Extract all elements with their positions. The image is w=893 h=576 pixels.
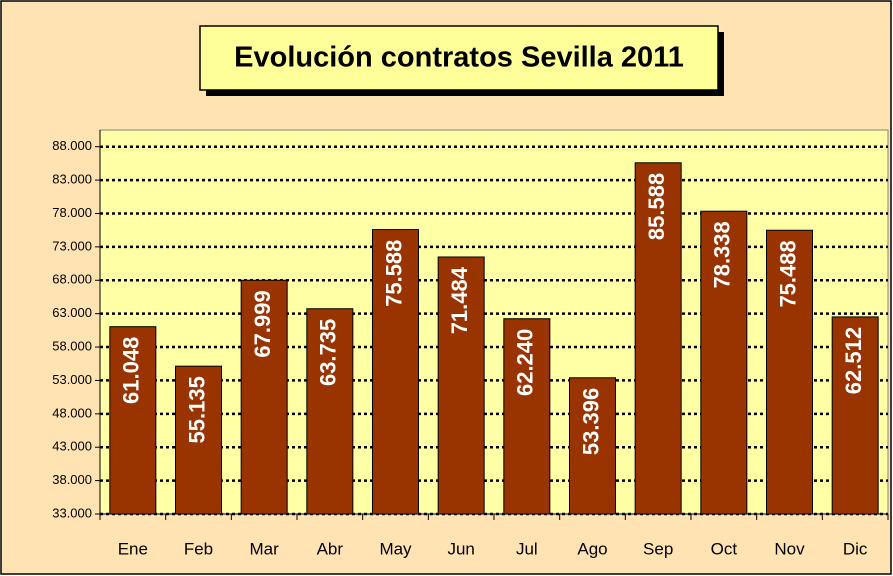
value-label: 78.338 xyxy=(710,221,735,288)
x-tick-label: Abr xyxy=(317,539,344,558)
value-label: 85.588 xyxy=(644,173,669,240)
value-label: 75.588 xyxy=(381,240,406,307)
chart-title: Evolución contratos Sevilla 2011 xyxy=(234,42,684,74)
x-tick-label: Mar xyxy=(250,539,280,558)
x-tick-label: May xyxy=(379,539,412,558)
y-tick-label: 43.000 xyxy=(52,439,92,454)
bar xyxy=(306,308,354,515)
x-tick-label: Nov xyxy=(774,539,805,558)
value-label: 55.135 xyxy=(184,376,209,443)
value-label: 63.735 xyxy=(316,319,341,386)
value-label: 61.048 xyxy=(119,337,144,404)
y-tick-label: 53.000 xyxy=(52,372,92,387)
x-tick-label: Sep xyxy=(643,539,673,558)
y-tick-label: 88.000 xyxy=(52,138,92,153)
bar xyxy=(831,316,879,515)
bar xyxy=(503,318,551,515)
x-tick-label: Jul xyxy=(516,539,538,558)
value-label: 62.512 xyxy=(841,327,866,394)
y-tick-label: 33.000 xyxy=(52,505,92,520)
y-tick-label: 48.000 xyxy=(52,405,92,420)
bar xyxy=(634,162,682,515)
y-tick-label: 63.000 xyxy=(52,305,92,320)
bar xyxy=(175,365,222,515)
y-tick-label: 83.000 xyxy=(52,172,92,187)
y-tick-label: 78.000 xyxy=(52,205,92,220)
bar xyxy=(437,256,485,515)
bar xyxy=(766,229,813,515)
value-label: 71.484 xyxy=(447,266,472,334)
bar xyxy=(372,229,419,515)
plot-area xyxy=(99,129,889,515)
x-tick-label: Jun xyxy=(447,539,474,558)
y-tick-label: 38.000 xyxy=(52,472,92,487)
bar xyxy=(569,377,616,515)
y-tick-label: 58.000 xyxy=(52,338,92,353)
value-label: 62.240 xyxy=(513,329,538,396)
x-tick-label: Dic xyxy=(843,539,868,558)
x-tick-label: Ago xyxy=(577,539,607,558)
value-label: 75.488 xyxy=(775,240,800,307)
x-tick-label: Feb xyxy=(184,539,213,558)
bar xyxy=(240,279,288,515)
bar xyxy=(109,326,157,515)
x-tick-label: Oct xyxy=(711,539,738,558)
bar xyxy=(700,210,748,515)
value-label: 67.999 xyxy=(250,290,275,357)
y-tick-label: 68.000 xyxy=(52,272,92,287)
value-label: 53.396 xyxy=(578,388,603,455)
title-box xyxy=(199,25,719,91)
x-tick-label: Ene xyxy=(118,539,148,558)
y-tick-label: 73.000 xyxy=(52,238,92,253)
